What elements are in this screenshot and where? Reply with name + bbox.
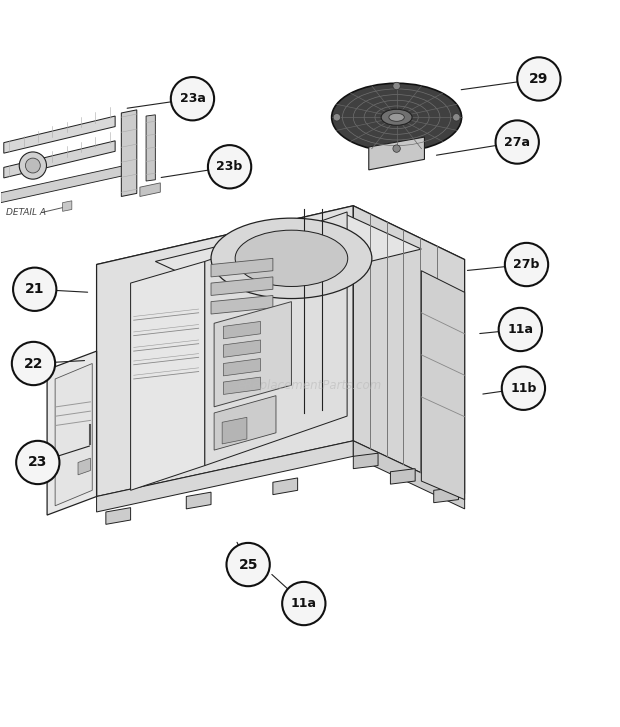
Text: 11a: 11a bbox=[507, 323, 533, 336]
Polygon shape bbox=[214, 302, 291, 407]
Polygon shape bbox=[205, 212, 347, 465]
Polygon shape bbox=[223, 358, 260, 376]
Text: eReplacementParts.com: eReplacementParts.com bbox=[238, 379, 382, 392]
Text: 23b: 23b bbox=[216, 160, 242, 173]
Ellipse shape bbox=[389, 113, 404, 121]
Polygon shape bbox=[223, 340, 260, 357]
Polygon shape bbox=[1, 166, 125, 203]
Text: 23a: 23a bbox=[180, 92, 205, 105]
Circle shape bbox=[495, 121, 539, 164]
Polygon shape bbox=[140, 183, 161, 196]
Circle shape bbox=[505, 243, 548, 286]
Polygon shape bbox=[122, 110, 137, 196]
Polygon shape bbox=[353, 206, 464, 494]
Ellipse shape bbox=[332, 84, 461, 151]
Polygon shape bbox=[434, 487, 458, 502]
Polygon shape bbox=[223, 321, 260, 339]
Circle shape bbox=[12, 342, 55, 385]
Text: 29: 29 bbox=[529, 72, 549, 86]
Polygon shape bbox=[222, 417, 247, 444]
Circle shape bbox=[171, 77, 214, 121]
Polygon shape bbox=[4, 116, 115, 153]
Polygon shape bbox=[47, 351, 97, 515]
Circle shape bbox=[393, 145, 401, 152]
Polygon shape bbox=[97, 206, 464, 318]
Polygon shape bbox=[211, 295, 273, 314]
Circle shape bbox=[208, 145, 251, 188]
Circle shape bbox=[19, 152, 46, 179]
Polygon shape bbox=[97, 206, 353, 497]
Text: 25: 25 bbox=[238, 558, 258, 571]
Circle shape bbox=[226, 543, 270, 586]
Polygon shape bbox=[214, 395, 276, 450]
Circle shape bbox=[502, 366, 545, 410]
Circle shape bbox=[282, 582, 326, 625]
Text: 27a: 27a bbox=[504, 135, 530, 148]
Text: DETAIL A: DETAIL A bbox=[6, 208, 46, 217]
Circle shape bbox=[453, 113, 460, 121]
Polygon shape bbox=[211, 258, 273, 277]
Text: 22: 22 bbox=[24, 356, 43, 371]
Polygon shape bbox=[369, 137, 425, 170]
Polygon shape bbox=[78, 458, 91, 475]
Circle shape bbox=[393, 82, 401, 89]
Polygon shape bbox=[186, 492, 211, 509]
Text: 11a: 11a bbox=[291, 597, 317, 610]
Polygon shape bbox=[223, 377, 260, 395]
Text: 27b: 27b bbox=[513, 258, 539, 271]
Polygon shape bbox=[211, 277, 273, 295]
Polygon shape bbox=[273, 478, 298, 494]
Polygon shape bbox=[146, 115, 156, 181]
Polygon shape bbox=[63, 201, 72, 212]
Text: 23: 23 bbox=[28, 456, 48, 470]
Polygon shape bbox=[353, 441, 464, 509]
Polygon shape bbox=[422, 270, 464, 499]
Ellipse shape bbox=[381, 109, 412, 125]
Ellipse shape bbox=[211, 218, 372, 299]
Text: 11b: 11b bbox=[510, 382, 536, 395]
Polygon shape bbox=[97, 441, 353, 512]
Circle shape bbox=[16, 441, 60, 484]
Polygon shape bbox=[156, 215, 422, 295]
Text: 21: 21 bbox=[25, 282, 45, 297]
Circle shape bbox=[498, 308, 542, 351]
Polygon shape bbox=[131, 262, 205, 490]
Polygon shape bbox=[106, 507, 131, 524]
Circle shape bbox=[333, 113, 340, 121]
Ellipse shape bbox=[235, 230, 348, 286]
Polygon shape bbox=[391, 469, 415, 484]
Polygon shape bbox=[4, 141, 115, 178]
Polygon shape bbox=[353, 453, 378, 469]
Circle shape bbox=[517, 57, 560, 100]
Circle shape bbox=[13, 268, 56, 311]
Polygon shape bbox=[55, 364, 92, 506]
Circle shape bbox=[25, 158, 40, 173]
